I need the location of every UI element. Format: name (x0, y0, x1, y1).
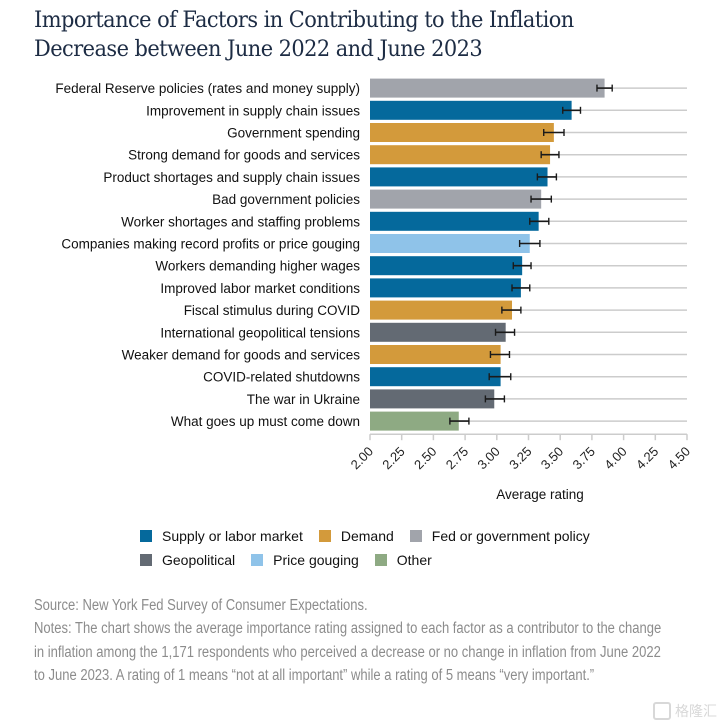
chart-footer: Source: New York Fed Survey of Consumer … (34, 594, 672, 687)
legend-swatch-other (374, 554, 387, 566)
bar (370, 411, 459, 431)
bar (370, 278, 521, 298)
bar (370, 389, 495, 409)
x-tick-label: 2.75 (443, 444, 472, 473)
category-label: Product shortages and supply chain issue… (103, 170, 360, 185)
bar-row: International geopolitical tensions (160, 322, 687, 342)
legend-swatch-demand (318, 530, 331, 542)
bar-row: Fiscal stimulus during COVID (184, 300, 687, 320)
legend-swatch-fed (409, 530, 422, 542)
bar (370, 145, 551, 165)
category-label: The war in Ukraine (247, 392, 360, 407)
category-label: Worker shortages and staffing problems (121, 214, 360, 229)
x-axis-title: Average rating (496, 487, 584, 502)
category-label: Bad government policies (212, 192, 360, 207)
bar-row: Bad government policies (212, 189, 687, 209)
chart-rows: Federal Reserve policies (rates and mone… (55, 78, 687, 431)
category-label: Strong demand for goods and services (128, 148, 360, 163)
chart-title: Importance of Factors in Contributing to… (34, 6, 666, 64)
legend-swatch-supply (140, 530, 152, 542)
category-label: What goes up must come down (171, 414, 360, 429)
legend-item-gouging: Price gouging (251, 552, 359, 568)
bar-row: The war in Ukraine (247, 389, 687, 409)
bar (370, 367, 501, 387)
chart-title-line-1: Importance of Factors in Contributing to… (34, 7, 574, 33)
category-label: Fiscal stimulus during COVID (184, 303, 361, 318)
bar-row: What goes up must come down (171, 411, 687, 431)
x-tick-label: 4.25 (633, 444, 662, 473)
bar (370, 100, 572, 120)
watermark-logo-icon (653, 702, 671, 720)
legend-item-other: Other (374, 552, 432, 568)
legend-label: Price gouging (273, 552, 359, 568)
legend-item-demand: Demand (318, 528, 394, 544)
bar-row: Strong demand for goods and services (128, 145, 687, 165)
x-tick-label: 2.50 (411, 444, 440, 473)
x-tick-label: 4.50 (665, 444, 694, 473)
x-tick-label: 3.50 (538, 444, 567, 473)
bar (370, 167, 548, 187)
bar-row: Worker shortages and staffing problems (121, 211, 687, 231)
bar (370, 234, 530, 253)
bar (370, 300, 513, 320)
x-tick-label: 4.00 (601, 444, 630, 473)
legend-swatch-geo (140, 554, 152, 566)
category-label: Improved labor market conditions (160, 281, 360, 296)
category-label: Federal Reserve policies (rates and mone… (55, 81, 360, 96)
bar (370, 345, 501, 364)
bar (370, 322, 506, 342)
legend-label: Supply or labor market (162, 528, 303, 544)
bar-chart: Federal Reserve policies (rates and mone… (55, 78, 694, 502)
legend-label: Fed or government policy (431, 528, 590, 544)
bar (370, 123, 554, 142)
bar (370, 78, 605, 98)
bar-row: Product shortages and supply chain issue… (103, 167, 687, 187)
bar-row: Weaker demand for goods and services (122, 345, 687, 364)
bar (370, 211, 539, 231)
bar-row: Improved labor market conditions (160, 278, 687, 298)
bar-row: Workers demanding higher wages (155, 256, 687, 276)
notes-text: Notes: The chart shows the average impor… (34, 620, 662, 684)
legend-swatch-gouging (251, 554, 264, 566)
bar-row: COVID-related shutdowns (203, 367, 687, 387)
legend-label: Other (396, 552, 432, 568)
legend-item-fed: Fed or government policy (409, 528, 590, 544)
x-tick-label: 2.00 (348, 444, 377, 473)
bar-row: Government spending (227, 123, 687, 142)
legend-item-supply: Supply or labor market (140, 528, 303, 544)
watermark-text: 格隆汇 (675, 704, 717, 720)
x-tick-label: 2.25 (379, 444, 408, 473)
x-axis: 2.00 2.25 2.50 2.75 3.00 3.25 3.50 3.75 4.00 4.25… (348, 433, 694, 473)
bar (370, 256, 523, 276)
legend-label: Demand (340, 528, 394, 544)
bar-row: Improvement in supply chain issues (146, 100, 687, 120)
bar-row: Companies making record profits or price… (61, 234, 687, 253)
source-note: Source: New York Fed Survey of Consumer … (34, 597, 368, 614)
chart-title-line-2: Decrease between June 2022 and June 2023 (34, 36, 483, 62)
x-tick-label: 3.00 (474, 444, 503, 473)
legend: Supply or labor market Demand Fed or gov… (140, 524, 606, 572)
legend-row-2: Geopolitical Price gouging Other (140, 548, 606, 572)
category-label: Improvement in supply chain issues (146, 103, 360, 118)
category-label: Weaker demand for goods and services (122, 348, 361, 363)
legend-item-geo: Geopolitical (140, 552, 235, 568)
bar-row: Federal Reserve policies (rates and mone… (55, 78, 687, 98)
watermark: 格隆汇 (653, 701, 717, 721)
x-tick-label: 3.75 (570, 444, 599, 473)
category-label: Government spending (227, 126, 360, 141)
category-label: Workers demanding higher wages (155, 259, 360, 274)
x-tick-label: 3.25 (506, 444, 535, 473)
category-label: International geopolitical tensions (160, 325, 360, 340)
bar (370, 189, 542, 209)
legend-row-1: Supply or labor market Demand Fed or gov… (140, 524, 606, 548)
category-label: COVID-related shutdowns (203, 370, 360, 385)
legend-label: Geopolitical (162, 552, 236, 568)
category-label: Companies making record profits or price… (61, 237, 360, 252)
